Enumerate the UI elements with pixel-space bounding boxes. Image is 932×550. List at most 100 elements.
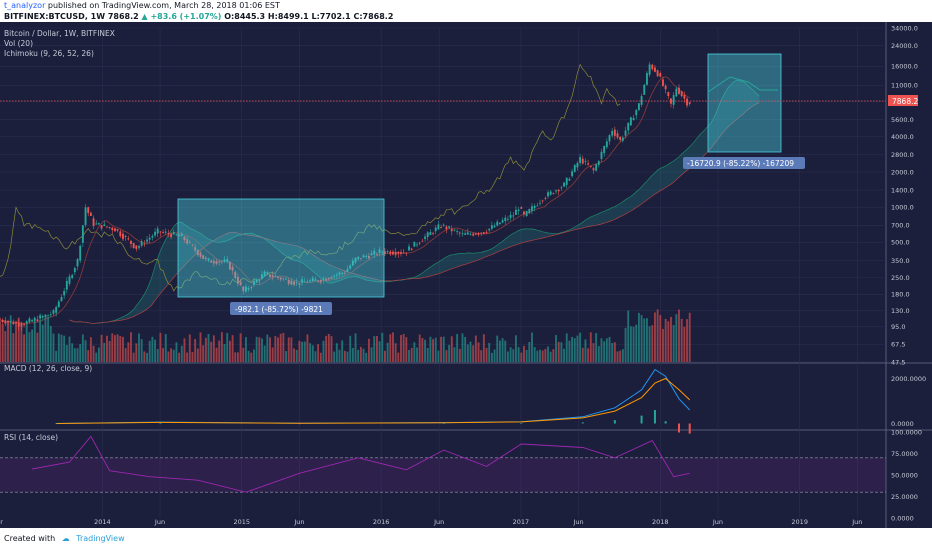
candle-body xyxy=(234,271,237,279)
volume-bar xyxy=(84,340,87,362)
candle-body xyxy=(311,278,314,282)
candle-body xyxy=(317,280,320,282)
candle-body xyxy=(156,228,159,234)
volume-bar xyxy=(667,321,670,362)
volume-bar xyxy=(392,332,394,362)
candle-body xyxy=(191,244,194,246)
volume-bar xyxy=(552,349,555,362)
candle-body xyxy=(587,163,590,165)
volume-bar xyxy=(269,337,271,362)
volume-bar xyxy=(322,340,325,362)
candle-body xyxy=(346,268,349,272)
volume-bar xyxy=(218,340,221,362)
volume-bar xyxy=(589,332,592,362)
candle-body xyxy=(52,310,55,314)
candle-body xyxy=(354,257,357,263)
volume-bar xyxy=(373,336,376,362)
volume-bar xyxy=(1,324,4,362)
volume-bar xyxy=(215,347,218,362)
volume-bar xyxy=(485,347,488,362)
measure-boxes: -982.1 (-85.72%) -9821 -16720.9 (-85.22%… xyxy=(177,53,805,315)
candle-body xyxy=(228,261,231,270)
volume-bar xyxy=(370,347,373,362)
candle-body xyxy=(79,245,82,261)
volume-bar xyxy=(501,338,504,362)
candle-body xyxy=(619,137,622,140)
volume-bar xyxy=(426,348,429,362)
candle-body xyxy=(367,255,370,259)
candle-body xyxy=(576,162,579,168)
volume-bar xyxy=(306,334,309,362)
volume-bar xyxy=(175,342,178,362)
candle-body xyxy=(319,280,322,283)
drop-2018-tag xyxy=(683,157,805,169)
volume-bar xyxy=(571,336,574,362)
volume-bar xyxy=(301,341,304,362)
candle-body xyxy=(73,268,76,273)
volume-bar xyxy=(496,335,499,362)
volume-bar xyxy=(63,335,66,362)
volume-bar xyxy=(680,318,683,362)
volume-bar xyxy=(287,337,290,362)
candle-body xyxy=(509,214,512,218)
candle-body xyxy=(170,233,173,238)
volume-bar xyxy=(557,341,560,362)
chart-area[interactable] xyxy=(0,22,932,528)
rsi-line xyxy=(32,435,690,493)
volume-bar xyxy=(180,345,183,362)
candle-body xyxy=(664,85,667,90)
time-tick-label: 2017 xyxy=(513,518,530,526)
candle-body xyxy=(416,244,418,246)
volume-bar xyxy=(365,352,368,362)
published-line: t_analyzor published on TradingView.com,… xyxy=(4,1,280,10)
volume-bar xyxy=(25,322,28,362)
volume-bar xyxy=(678,309,680,362)
volume-bar xyxy=(656,309,659,362)
volume-bar xyxy=(603,341,606,362)
tradingview-brand[interactable]: TradingView xyxy=(76,534,125,543)
candle-body xyxy=(218,261,221,263)
volume-bar xyxy=(285,351,287,362)
volume-bar xyxy=(162,348,165,362)
measure-box-2018[interactable] xyxy=(707,53,782,153)
candle-body xyxy=(523,211,525,215)
price-tick-label: 67.5 xyxy=(891,340,905,348)
candle-body xyxy=(87,207,90,213)
candle-body xyxy=(303,281,306,283)
candle-body xyxy=(33,317,36,321)
candle-body xyxy=(392,251,394,255)
volume-bar xyxy=(170,348,173,362)
volume-bar xyxy=(432,339,435,362)
candle-body xyxy=(413,241,416,247)
volume-bar xyxy=(469,341,472,362)
volume-bar xyxy=(536,350,539,362)
candle-body xyxy=(349,265,352,269)
measure-box-2014[interactable] xyxy=(177,198,385,298)
candle-body xyxy=(579,157,582,164)
candle-body xyxy=(426,232,429,237)
candle-body xyxy=(212,260,215,264)
candle-body xyxy=(362,255,365,258)
candle-body xyxy=(504,217,507,222)
candle-body xyxy=(496,221,499,226)
candle-body xyxy=(506,218,509,220)
symbol-label: BITFINEX:BTCUSD, 1W xyxy=(4,12,106,21)
candle-body xyxy=(589,165,592,167)
candle-body xyxy=(541,200,544,202)
created-with-label: Created with xyxy=(4,534,56,543)
volume-bar xyxy=(261,338,263,362)
volume-bar xyxy=(303,341,306,362)
volume-bar xyxy=(33,320,36,362)
volume-bar xyxy=(584,339,587,362)
candle-body xyxy=(138,246,140,248)
author-link[interactable]: t_analyzor xyxy=(4,1,46,10)
volume-bar xyxy=(416,347,418,362)
volume-bar xyxy=(645,318,648,362)
volume-bar xyxy=(199,332,202,362)
volume-bar xyxy=(384,350,386,362)
volume-bar xyxy=(309,343,312,362)
candle-body xyxy=(41,315,44,318)
volume-bar xyxy=(333,351,336,362)
high-value: H:8499.1 xyxy=(267,12,309,21)
